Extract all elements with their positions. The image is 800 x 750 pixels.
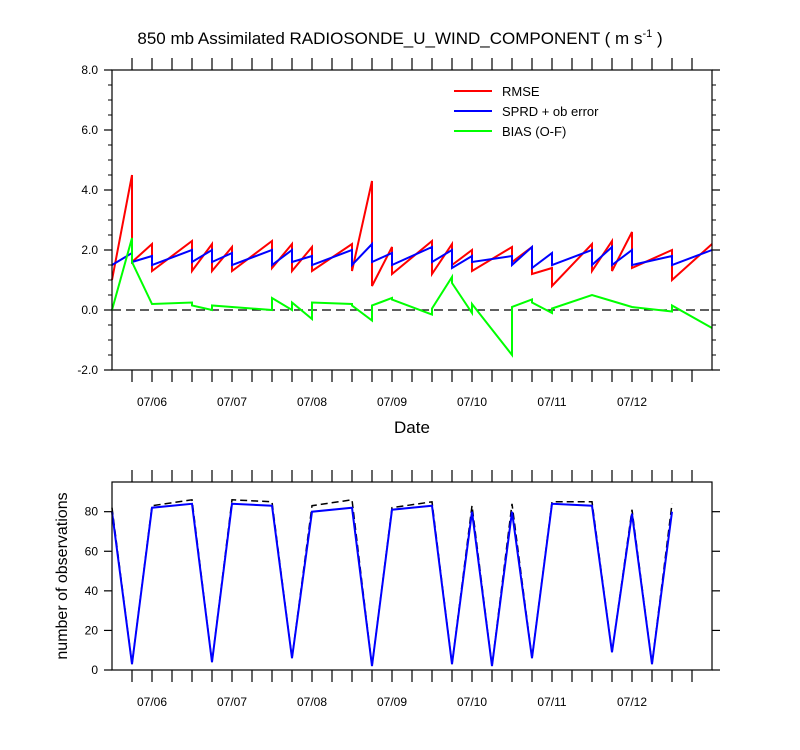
y-tick-label: 4.0 bbox=[81, 183, 98, 197]
y-tick-label: 20 bbox=[85, 623, 99, 637]
y-tick-label: 2.0 bbox=[81, 243, 98, 257]
y-tick-label: 6.0 bbox=[81, 123, 98, 137]
x-tick-label: 07/06 bbox=[137, 395, 167, 409]
bottom-axes: 0 20 40 60 80 07/06 07/07 07/08 07/09 07/10 07/11 0… bbox=[85, 470, 720, 709]
series-line-0 bbox=[111, 498, 673, 667]
x-tick-label: 07/08 bbox=[297, 395, 327, 409]
x-tick-label: 07/10 bbox=[457, 695, 487, 709]
top-chart: 850 mb Assimilated RADIOSONDE_U_WIND_COM… bbox=[77, 28, 720, 437]
top-axes: -2.0 0.0 2.0 4.0 6.0 8.0 07/06 07/07 07/08 07/09 0… bbox=[77, 58, 720, 409]
top-series-layer bbox=[111, 174, 713, 358]
x-tick-label: 07/07 bbox=[217, 395, 247, 409]
series-line-1 bbox=[111, 241, 713, 270]
x-tick-label: 07/10 bbox=[457, 395, 487, 409]
legend-label-1: SPRD + ob error bbox=[502, 104, 599, 119]
legend: RMSE SPRD + ob error BIAS (O-F) bbox=[454, 84, 599, 139]
x-tick-label: 07/12 bbox=[617, 695, 647, 709]
y-tick-label: -2.0 bbox=[77, 363, 98, 377]
top-plot-frame bbox=[111, 69, 713, 371]
x-tick-label: 07/09 bbox=[377, 695, 407, 709]
chart-title: 850 mb Assimilated RADIOSONDE_U_WIND_COM… bbox=[137, 28, 662, 48]
y-tick-label: 8.0 bbox=[81, 63, 98, 77]
legend-label-0: RMSE bbox=[502, 84, 540, 99]
x-axis-title: Date bbox=[394, 418, 430, 437]
x-tick-label: 07/09 bbox=[377, 395, 407, 409]
y-tick-label: 60 bbox=[85, 544, 99, 558]
series-line-0 bbox=[111, 174, 713, 289]
series-line-1 bbox=[111, 502, 673, 667]
y-tick-label: 0.0 bbox=[81, 303, 98, 317]
y-tick-label: 40 bbox=[85, 584, 99, 598]
y-tick-label: 0 bbox=[91, 663, 98, 677]
y-tick-label: 80 bbox=[85, 505, 99, 519]
x-tick-label: 07/07 bbox=[217, 695, 247, 709]
bottom-chart: 0 20 40 60 80 07/06 07/07 07/08 07/09 07/10 07/11 0… bbox=[54, 470, 720, 709]
x-tick-label: 07/11 bbox=[537, 695, 566, 709]
x-tick-label: 07/08 bbox=[297, 695, 327, 709]
x-tick-label: 07/12 bbox=[617, 395, 647, 409]
series-line-2 bbox=[111, 237, 713, 358]
bottom-series-layer bbox=[111, 498, 673, 667]
x-tick-label: 07/06 bbox=[137, 695, 167, 709]
y-axis-title: number of observations bbox=[54, 492, 71, 659]
x-tick-label: 07/11 bbox=[537, 395, 566, 409]
legend-label-2: BIAS (O-F) bbox=[502, 124, 566, 139]
